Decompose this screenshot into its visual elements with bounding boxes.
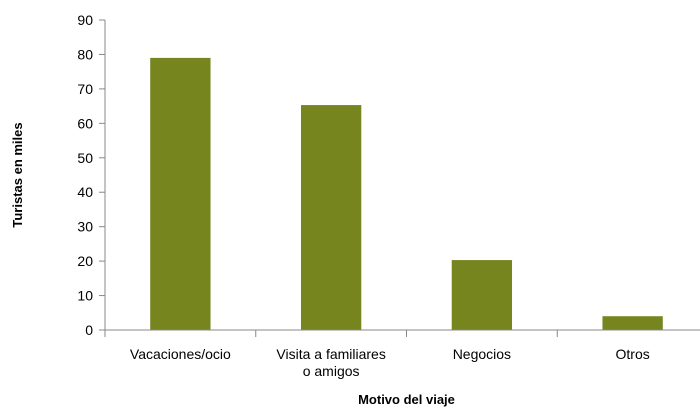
bars xyxy=(150,57,663,331)
x-category-label: Negocios xyxy=(453,346,511,362)
y-axis-title: Turistas en miles xyxy=(10,122,25,227)
y-tick-label: 50 xyxy=(77,150,93,166)
bar xyxy=(300,105,362,330)
y-tick-label: 90 xyxy=(77,12,93,28)
x-category-label: o amigos xyxy=(303,363,360,379)
y-axis: 0 10 20 30 40 50 60 70 80 90 xyxy=(77,12,106,338)
y-tick-label: 70 xyxy=(77,81,93,97)
y-tick-label: 10 xyxy=(77,288,93,304)
bar xyxy=(602,316,663,330)
x-axis-title: Motivo del viaje xyxy=(358,392,455,407)
bar xyxy=(451,260,513,330)
x-category-label: Vacaciones/ocio xyxy=(130,346,231,362)
x-category-label: Visita a familiares xyxy=(276,346,385,362)
x-category-label: Otros xyxy=(616,346,650,362)
y-tick-label: 0 xyxy=(85,322,93,338)
y-tick-label: 30 xyxy=(77,219,93,235)
y-tick-label: 80 xyxy=(77,46,93,62)
y-tick-label: 40 xyxy=(77,184,93,200)
y-tick-label: 60 xyxy=(77,115,93,131)
y-tick-label: 20 xyxy=(77,253,93,269)
bar xyxy=(150,57,211,331)
